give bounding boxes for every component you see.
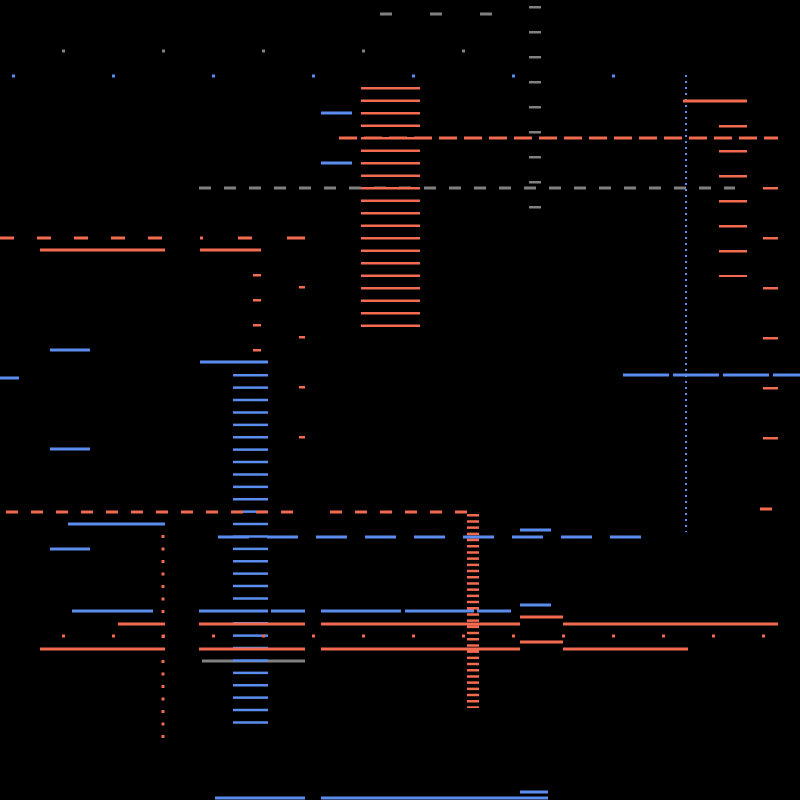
body: (() => { const data = JSON.parse(documen… [0,0,800,800]
background [0,0,800,800]
page: {} html, body { margin: 0; padding: 0; b… [0,0,800,800]
canvas [0,0,800,800]
